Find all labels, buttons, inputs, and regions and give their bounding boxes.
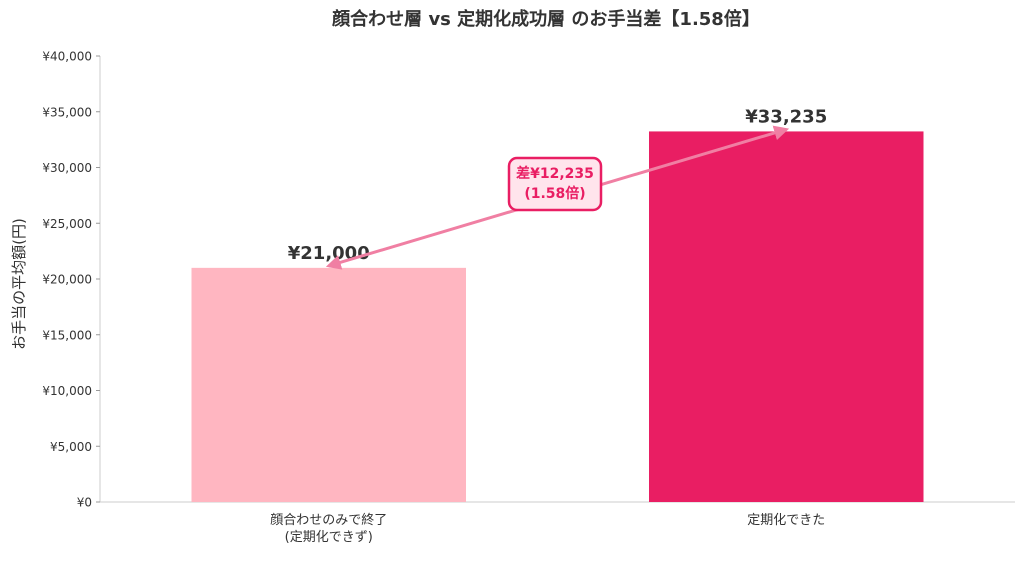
y-tick-label: ¥30,000 xyxy=(42,161,92,175)
y-tick-label: ¥40,000 xyxy=(42,50,92,64)
y-axis-label: お手当の平均額(円) xyxy=(10,218,28,350)
y-tick-label: ¥0 xyxy=(77,496,92,510)
y-tick-label: ¥20,000 xyxy=(42,273,92,287)
chart-title: 顔合わせ層 vs 定期化成功層 のお手当差【1.58倍】 xyxy=(331,8,760,30)
annotation-box xyxy=(507,156,603,212)
y-tick-label: ¥5,000 xyxy=(50,440,92,454)
y-tick-label: ¥35,000 xyxy=(42,105,92,119)
y-tick-label: ¥15,000 xyxy=(42,328,92,342)
annotation-text: 差¥12,235 xyxy=(516,165,594,182)
value-label: ¥33,235 xyxy=(745,106,827,127)
bar xyxy=(649,131,924,502)
x-tick-label: (定期化できず) xyxy=(285,530,373,545)
x-tick-labels: 顔合わせのみで終了 (定期化できず) 定期化できた xyxy=(270,512,825,545)
y-ticks: ¥0 ¥5,000 ¥10,000 ¥15,000 ¥20,000 ¥25,000 ¥30,… xyxy=(42,50,100,510)
bars xyxy=(191,131,924,502)
difference-annotation: 差¥12,235 (1.58倍) xyxy=(325,125,790,270)
y-tick-label: ¥10,000 xyxy=(42,384,92,398)
x-tick-label: 顔合わせのみで終了 xyxy=(270,512,387,528)
annotation-text: (1.58倍) xyxy=(524,185,585,202)
value-label: ¥21,000 xyxy=(288,243,370,264)
x-tick-label: 定期化できた xyxy=(747,513,825,528)
bar xyxy=(191,267,466,502)
y-tick-label: ¥25,000 xyxy=(42,217,92,231)
